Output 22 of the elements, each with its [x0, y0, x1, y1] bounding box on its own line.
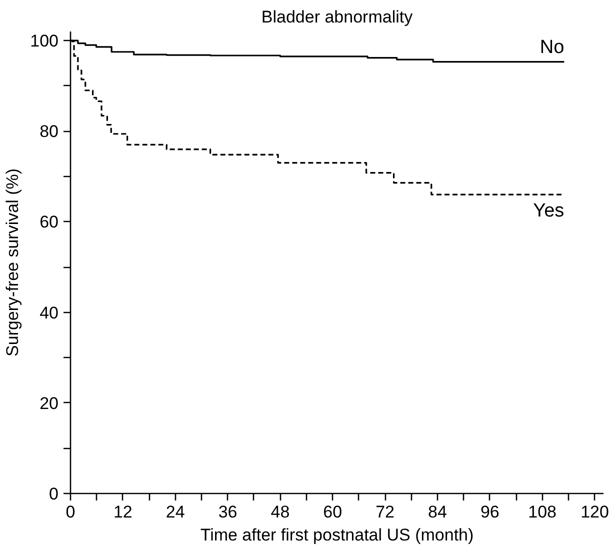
y-tick-label: 20 — [40, 394, 59, 413]
y-axis-title: Surgery-free survival (%) — [3, 168, 22, 356]
x-tick-label: 0 — [66, 502, 76, 522]
x-tick-label: 108 — [528, 502, 557, 522]
y-tick-label: 40 — [40, 303, 59, 322]
x-tick-label: 60 — [323, 502, 342, 522]
x-tick-label: 120 — [580, 502, 609, 522]
y-tick-label: 60 — [40, 212, 59, 232]
x-tick-label: 12 — [113, 502, 132, 522]
series-label: No — [540, 36, 564, 58]
y-tick-label: 0 — [49, 484, 59, 504]
y-tick-label: 80 — [40, 122, 59, 142]
x-tick-label: 36 — [218, 502, 238, 522]
chart-title: Bladder abnormality — [261, 8, 414, 26]
x-tick-label: 24 — [166, 502, 185, 522]
x-axis-title: Time after first postnatal US (month) — [200, 526, 474, 544]
x-tick-label: 48 — [270, 502, 290, 522]
x-tick-label: 96 — [480, 502, 500, 522]
series-label: Yes — [533, 200, 564, 222]
x-tick-label: 72 — [376, 502, 395, 522]
x-tick-label: 84 — [428, 502, 447, 522]
y-tick-label: 100 — [30, 32, 59, 51]
